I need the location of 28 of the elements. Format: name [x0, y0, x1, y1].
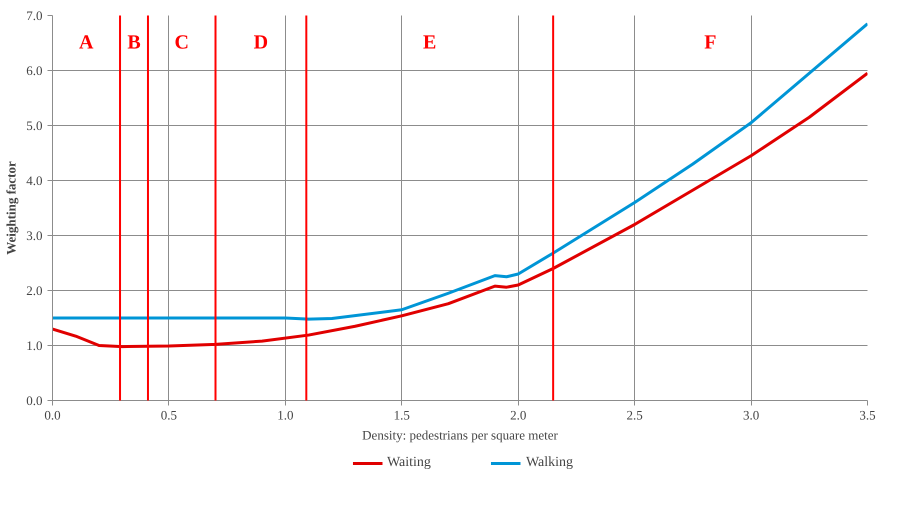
y-tick-label: 2.0	[26, 283, 42, 298]
annotation: C	[174, 31, 189, 54]
x-tick-label: 2.5	[626, 408, 643, 422]
annotation: D	[254, 31, 268, 54]
y-tick-label: 4.0	[26, 173, 42, 188]
y-axis-title: Weighting factor	[3, 161, 18, 255]
x-tick-label: 1.5	[394, 408, 410, 422]
line-series	[52, 22, 868, 321]
annotation: E	[423, 31, 436, 54]
x-axis-title: Density: pedestrians per square meter	[362, 428, 558, 442]
x-tick-label: 0.0	[44, 408, 61, 422]
x-tick-label: 3.5	[859, 408, 876, 422]
legend-label: Walking	[526, 455, 574, 471]
y-tick-label: 3.0	[26, 228, 42, 243]
y-tick-label: 1.0	[26, 338, 42, 353]
line-series	[52, 72, 868, 348]
y-tick-label: 7.0	[26, 8, 42, 23]
annotation: F	[704, 31, 716, 54]
y-tick-label: 0.0	[26, 393, 42, 408]
annotation: B	[127, 31, 141, 54]
x-tick-label: 1.0	[277, 408, 294, 422]
x-tick-label: 0.5	[160, 408, 178, 422]
y-tick-label: 5.0	[26, 118, 42, 133]
x-tick-label: 3.0	[742, 408, 760, 422]
annotation: A	[79, 31, 94, 54]
y-tick-label: 6.0	[26, 63, 42, 78]
x-tick-label: 2.0	[510, 408, 526, 422]
legend-label: Waiting	[386, 455, 431, 471]
